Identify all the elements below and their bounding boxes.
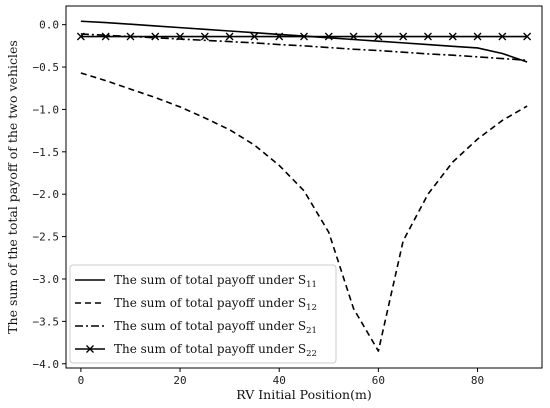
legend-label-subscript: 11 bbox=[306, 280, 317, 290]
y-tick-label: −1.5 bbox=[33, 146, 60, 159]
legend-item: The sum of total payoff under S21 bbox=[75, 319, 317, 336]
point-marker-stroke bbox=[76, 32, 85, 41]
x-axis-label: RV Initial Position(m) bbox=[236, 387, 371, 402]
x-tick-label: 80 bbox=[471, 374, 484, 387]
point-marker-stroke bbox=[349, 32, 358, 41]
series-line-21 bbox=[80, 33, 528, 62]
series-point-22 bbox=[374, 32, 383, 41]
point-marker-stroke bbox=[151, 32, 160, 41]
series-point-22 bbox=[275, 32, 284, 41]
legend-label-text: The sum of total payoff under S bbox=[114, 342, 306, 356]
point-marker-stroke bbox=[250, 32, 259, 41]
legend-item: The sum of total payoff under S12 bbox=[75, 296, 317, 313]
point-marker-stroke bbox=[324, 32, 333, 41]
point-marker-stroke bbox=[423, 32, 432, 41]
series-point-22 bbox=[399, 32, 408, 41]
legend-label: The sum of total payoff under S22 bbox=[114, 342, 317, 359]
plot-frame bbox=[65, 5, 543, 369]
point-marker-stroke bbox=[374, 32, 383, 41]
y-axis-label: The sum of the total payoff of the two v… bbox=[5, 40, 20, 334]
series-point-22 bbox=[76, 32, 85, 41]
series-point-22 bbox=[473, 32, 482, 41]
y-tick-label: −3.0 bbox=[33, 273, 60, 286]
series-layer bbox=[76, 20, 532, 352]
legend-label-subscript: 12 bbox=[306, 303, 317, 313]
x-tick-label: 40 bbox=[273, 374, 286, 387]
series-point-22 bbox=[498, 32, 507, 41]
series-point-22 bbox=[126, 32, 135, 41]
y-tick-label: −2.0 bbox=[33, 188, 60, 201]
legend-label: The sum of total payoff under S21 bbox=[114, 319, 317, 336]
x-tick-label: 0 bbox=[78, 374, 85, 387]
legend-label: The sum of total payoff under S12 bbox=[114, 296, 317, 313]
series-point-22 bbox=[225, 32, 234, 41]
point-marker-stroke bbox=[225, 32, 234, 41]
point-marker-stroke bbox=[399, 32, 408, 41]
legend-label: The sum of total payoff under S11 bbox=[114, 273, 317, 290]
y-tick-label: −3.5 bbox=[33, 315, 60, 328]
legend-marker-stroke bbox=[86, 345, 94, 353]
series-point-22 bbox=[349, 32, 358, 41]
series-point-22 bbox=[151, 32, 160, 41]
point-marker-stroke bbox=[200, 32, 209, 41]
y-tick-label: −0.5 bbox=[33, 61, 60, 74]
legend-label-subscript: 21 bbox=[306, 326, 317, 336]
point-marker-stroke bbox=[448, 32, 457, 41]
point-marker-stroke bbox=[176, 32, 185, 41]
point-marker-stroke bbox=[300, 32, 308, 41]
y-tick-label: −4.0 bbox=[33, 358, 60, 371]
legend-label-text: The sum of total payoff under S bbox=[114, 319, 306, 333]
legend-label-text: The sum of total payoff under S bbox=[114, 273, 306, 287]
series-line-12 bbox=[80, 72, 528, 352]
y-tick-label: −2.5 bbox=[33, 231, 60, 244]
legend-item: The sum of total payoff under S22 bbox=[75, 342, 317, 359]
point-marker-stroke bbox=[126, 32, 135, 41]
ticks-layer: 0 20 40 60 80 0.0 −0.5 −1.0 −1.5 −2.0 −2.5 −3.0 −3.5… bbox=[33, 19, 485, 387]
series-point-22 bbox=[300, 32, 308, 41]
series-point-22 bbox=[324, 32, 333, 41]
legend-box bbox=[69, 264, 337, 364]
series-point-22 bbox=[101, 32, 110, 41]
legend-label-subscript: 22 bbox=[306, 349, 317, 359]
point-marker-stroke bbox=[473, 32, 482, 41]
point-marker-stroke bbox=[275, 32, 284, 41]
x-tick-label: 60 bbox=[372, 374, 385, 387]
legend-label-text: The sum of total payoff under S bbox=[114, 296, 306, 310]
series-point-22 bbox=[423, 32, 432, 41]
point-marker-stroke bbox=[101, 32, 110, 41]
series-point-22 bbox=[200, 32, 209, 41]
y-tick-label: 0.0 bbox=[39, 19, 59, 32]
series-point-22 bbox=[448, 32, 457, 41]
series-point-22 bbox=[176, 32, 185, 41]
series-point-22 bbox=[250, 32, 259, 41]
point-marker-stroke bbox=[523, 32, 532, 41]
x-tick-label: 20 bbox=[173, 374, 186, 387]
point-marker-stroke bbox=[498, 32, 507, 41]
legend-item: The sum of total payoff under S11 bbox=[75, 273, 317, 290]
y-tick-label: −1.0 bbox=[33, 103, 60, 116]
series-point-22 bbox=[523, 32, 532, 41]
